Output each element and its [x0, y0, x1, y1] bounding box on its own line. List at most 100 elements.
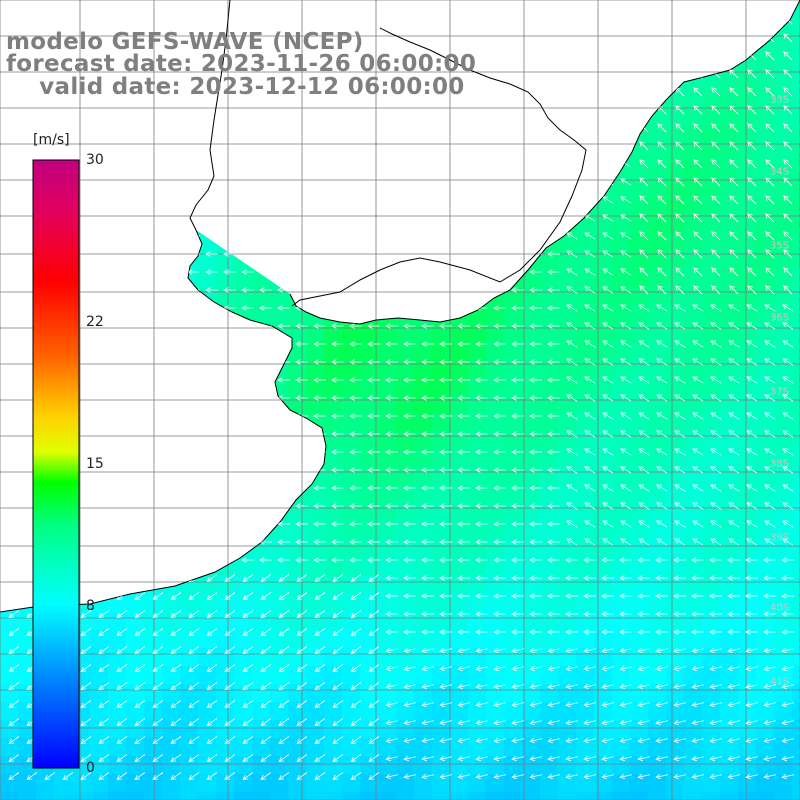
- wind-cell: [486, 576, 504, 594]
- wind-cell: [234, 396, 252, 414]
- wind-arrow: [747, 231, 757, 241]
- wind-cell: [666, 684, 684, 702]
- wind-arrow: [224, 574, 236, 582]
- wind-cell: [504, 198, 522, 216]
- wind-cell: [306, 0, 324, 18]
- wind-arrow: [511, 701, 524, 708]
- wind-arrow: [296, 754, 308, 762]
- wind-cell: [0, 162, 18, 180]
- wind-arrow: [206, 646, 218, 654]
- wind-cell: [18, 630, 36, 648]
- wind-arrow: [313, 359, 326, 365]
- wind-cell: [720, 144, 738, 162]
- wind-arrow: [331, 557, 344, 563]
- wind-arrow: [332, 700, 344, 708]
- wind-cell: [324, 666, 342, 684]
- wind-arrow: [152, 592, 164, 600]
- wind-cell: [414, 234, 432, 252]
- wind-cell: [540, 576, 558, 594]
- wind-arrow: [97, 233, 110, 239]
- wind-cell: [486, 648, 504, 666]
- wind-arrow: [349, 341, 362, 347]
- wind-cell: [252, 288, 270, 306]
- wind-cell: [504, 18, 522, 36]
- wind-cell: [504, 576, 522, 594]
- wind-arrow: [205, 287, 218, 293]
- wind-cell: [414, 270, 432, 288]
- wind-cell: [108, 630, 126, 648]
- wind-cell: [342, 0, 360, 18]
- wind-arrow: [169, 449, 182, 455]
- wind-arrow: [368, 664, 380, 672]
- wind-arrow: [421, 611, 434, 617]
- wind-arrow: [188, 736, 200, 744]
- wind-arrow: [602, 160, 614, 168]
- colorbar-unit: [m/s]: [33, 132, 70, 148]
- wind-arrow: [8, 700, 20, 708]
- wind-cell: [630, 126, 648, 144]
- wind-arrow: [601, 629, 614, 635]
- wind-arrow: [277, 197, 290, 203]
- wind-cell: [0, 576, 18, 594]
- wind-cell: [288, 774, 306, 792]
- wind-arrow: [637, 647, 650, 654]
- wind-cell: [486, 594, 504, 612]
- wind-cell: [756, 216, 774, 234]
- wind-arrow: [278, 574, 290, 582]
- wind-arrow: [296, 574, 308, 582]
- wind-arrow: [765, 285, 775, 295]
- wind-cell: [216, 540, 234, 558]
- wind-arrow: [242, 646, 254, 654]
- wind-arrow: [675, 69, 685, 79]
- wind-cell: [198, 270, 216, 288]
- wind-arrow: [729, 231, 739, 241]
- wind-arrow: [584, 286, 596, 294]
- wind-cell: [720, 576, 738, 594]
- wind-cell: [306, 198, 324, 216]
- wind-cell: [540, 306, 558, 324]
- wind-arrow: [475, 89, 488, 95]
- wind-arrow: [692, 484, 704, 492]
- wind-cell: [756, 342, 774, 360]
- wind-cell: [594, 576, 612, 594]
- wind-cell: [252, 504, 270, 522]
- latitude-label: 41S: [770, 676, 790, 688]
- wind-arrow: [566, 196, 578, 204]
- wind-cell: [396, 288, 414, 306]
- wind-arrow: [584, 88, 596, 96]
- wind-cell: [306, 252, 324, 270]
- wind-arrow: [97, 449, 110, 455]
- wind-arrow: [746, 466, 758, 474]
- wind-arrow: [169, 269, 182, 275]
- wind-cell: [360, 630, 378, 648]
- wind-cell: [594, 342, 612, 360]
- wind-arrow: [223, 377, 236, 383]
- wind-cell: [630, 54, 648, 72]
- wind-cell: [774, 702, 792, 720]
- wind-arrow: [655, 647, 668, 654]
- wind-cell: [738, 72, 756, 90]
- wind-cell: [774, 396, 792, 414]
- wind-cell: [684, 594, 702, 612]
- wind-cell: [702, 198, 720, 216]
- wind-arrow: [566, 448, 578, 456]
- wind-cell: [216, 630, 234, 648]
- wind-cell: [432, 648, 450, 666]
- wind-cell: [288, 486, 306, 504]
- wind-cell: [0, 144, 18, 162]
- wind-arrow: [475, 575, 488, 581]
- wind-arrow: [691, 665, 704, 672]
- wind-cell: [432, 594, 450, 612]
- wind-cell: [324, 396, 342, 414]
- wind-cell: [324, 360, 342, 378]
- wind-arrow: [729, 105, 739, 115]
- wind-cell: [360, 450, 378, 468]
- wind-cell: [738, 792, 756, 800]
- wind-cell: [378, 306, 396, 324]
- wind-cell: [306, 486, 324, 504]
- wind-cell: [738, 270, 756, 288]
- wind-arrow: [116, 664, 128, 672]
- wind-cell: [720, 540, 738, 558]
- wind-cell: [666, 612, 684, 630]
- wind-arrow: [547, 719, 560, 726]
